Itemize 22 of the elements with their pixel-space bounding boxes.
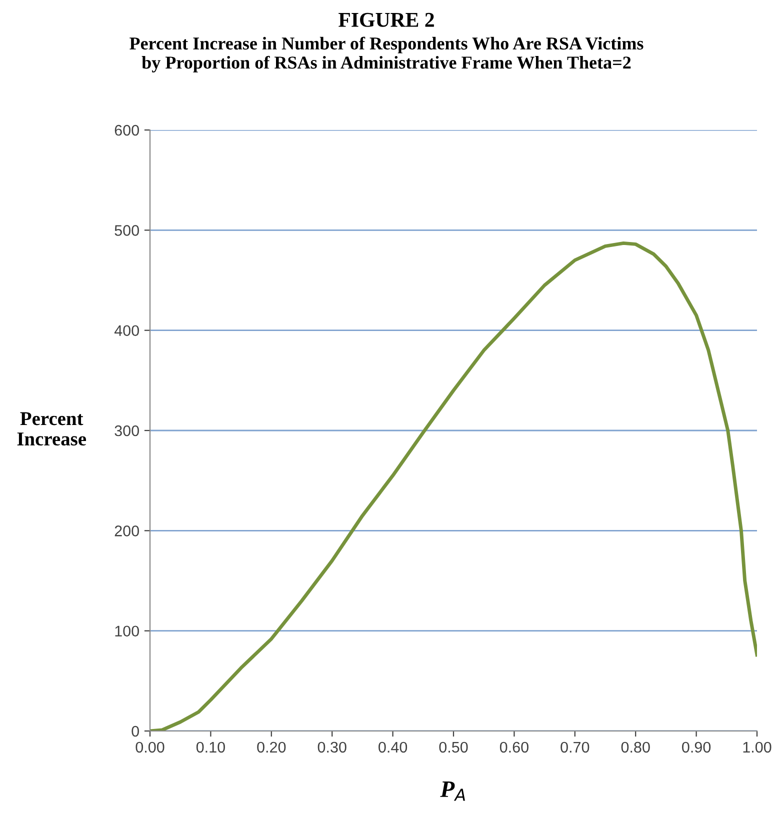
x-axis-title: P$_{A}$: [440, 781, 465, 801]
x-tick-label: 0.20: [257, 742, 286, 753]
y-tick-label: 400: [114, 325, 139, 336]
y-tick-label: 500: [114, 225, 139, 236]
y-tick-label: 0: [132, 726, 139, 737]
x-tick-label: 0.90: [682, 742, 711, 753]
x-tick-label: 0.30: [318, 742, 346, 753]
x-tick-label: 0.80: [621, 742, 650, 753]
chart-title: FIGURE 2: [338, 12, 434, 27]
y-tick-label: 100: [115, 626, 139, 637]
x-tick-label: 0.50: [439, 742, 468, 753]
x-tick-label: 0.10: [196, 742, 225, 753]
x-tick-label: 0.70: [560, 742, 590, 753]
x-tick-label: 0.00: [136, 742, 164, 753]
x-tick-label: 0.40: [378, 742, 408, 753]
y-axis-title: Percent Increase: [17, 412, 86, 446]
y-tick-label: 300: [114, 425, 139, 436]
y-tick-label: 200: [114, 526, 139, 536]
x-tick-label: 1.00: [743, 742, 772, 753]
chart-subtitle: Percent Increase in Number of Respondents Who Are RSA Victims by Proportion of RSAs in Administrative Frame When Theta=2: [130, 36, 644, 72]
x-tick-label: 0.60: [500, 742, 528, 753]
y-tick-label: 600: [114, 124, 139, 136]
